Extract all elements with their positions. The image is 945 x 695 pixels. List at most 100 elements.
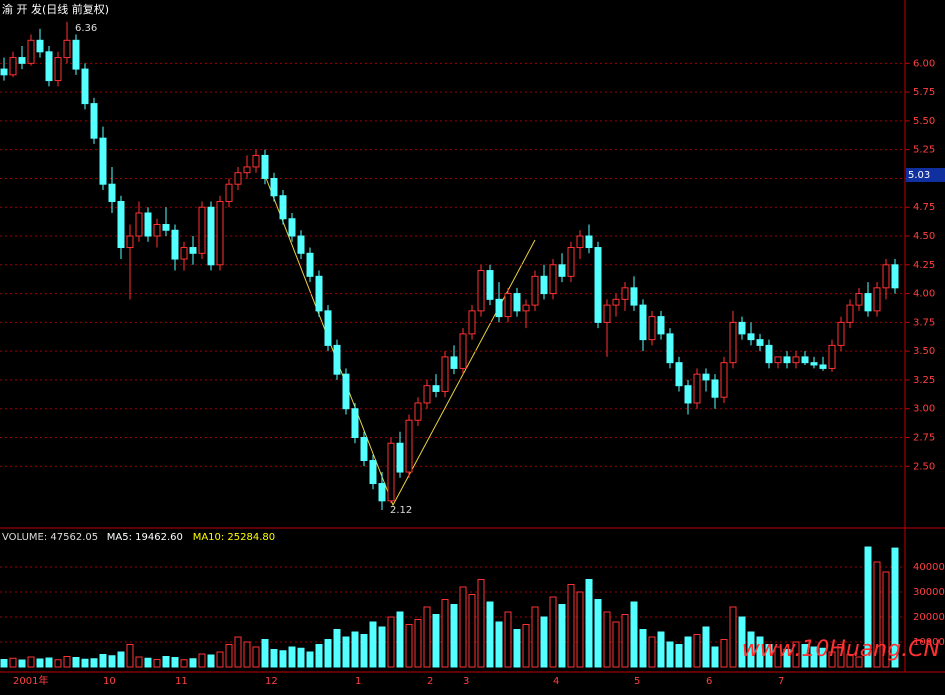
volume-bar: [738, 616, 746, 668]
volume-bar: [774, 646, 782, 668]
x-tick-label: 4: [553, 676, 559, 687]
candle-body: [792, 356, 800, 364]
candle-body: [675, 362, 683, 387]
candle-body: [126, 235, 134, 249]
candle-body: [693, 373, 701, 404]
volume-bar: [630, 601, 638, 668]
volume-bar: [765, 644, 773, 668]
candle-body: [819, 364, 827, 369]
volume-bar: [333, 629, 341, 668]
volume-bar: [378, 626, 386, 668]
candle-body: [828, 344, 836, 369]
candle-body: [378, 483, 386, 502]
candle-body: [288, 218, 296, 237]
volume-bar: [882, 571, 890, 668]
x-tick-label: 6: [706, 676, 712, 687]
volume-bar: [315, 644, 323, 668]
volume-bar: [801, 644, 809, 668]
volume-bar: [657, 631, 665, 668]
candle-body: [540, 275, 548, 295]
candle-body: [648, 316, 656, 341]
volume-bar: [792, 641, 800, 668]
volume-bar: [684, 636, 692, 668]
candle-body: [108, 183, 116, 202]
candle-body: [306, 252, 314, 277]
volume-bar: [351, 631, 359, 668]
volume-bar: [54, 659, 62, 668]
candle-body: [711, 379, 719, 398]
volume-bar: [837, 644, 845, 668]
volume-bar: [450, 604, 458, 668]
x-tick-label: 12: [265, 676, 278, 687]
candle-body: [234, 172, 242, 185]
candle-body: [774, 356, 782, 364]
volume-bar: [504, 611, 512, 668]
volume-bar: [297, 647, 305, 668]
watermark: www.10Huang.CN: [742, 637, 940, 662]
volume-bar: [567, 584, 575, 668]
y-tick-label: 4.00: [913, 289, 935, 300]
x-tick-label: 2: [427, 676, 433, 687]
volume-bar: [288, 646, 296, 668]
candle-body: [315, 275, 323, 312]
y-tick-label: 40000: [913, 562, 945, 573]
volume-bar: [171, 657, 179, 668]
volume-bar: [90, 658, 98, 668]
legend-entry: MA5: 19462.60: [107, 532, 183, 543]
candle-body: [117, 200, 125, 249]
candle-body: [522, 304, 530, 312]
volume-bar: [261, 639, 269, 668]
candle-body: [27, 39, 35, 64]
candle-body: [567, 247, 575, 277]
x-tick-label: 2001年: [13, 674, 48, 687]
candle-body: [531, 275, 539, 306]
candle-body: [18, 57, 26, 64]
candle-body: [594, 247, 602, 323]
candle-body: [72, 39, 80, 70]
y-tick-label: 5.50: [913, 116, 935, 127]
candle-body: [135, 212, 143, 237]
volume-bar: [189, 658, 197, 668]
candle-body: [639, 304, 647, 341]
volume-bar: [225, 644, 233, 668]
candle-body: [279, 195, 287, 220]
volume-bar: [486, 601, 494, 668]
candle-body: [45, 51, 53, 82]
candle-body: [720, 362, 728, 398]
y-tick-label: 30000: [913, 587, 945, 598]
candle-body: [837, 321, 845, 346]
volume-bar: [819, 647, 827, 668]
volume-bar: [576, 591, 584, 668]
candle-body: [684, 385, 692, 404]
volume-bar: [126, 644, 134, 668]
volume-bar: [531, 606, 539, 668]
candle-body: [558, 264, 566, 277]
volume-bar: [639, 629, 647, 668]
volume-bar: [756, 636, 764, 668]
volume-bar: [81, 658, 89, 668]
volume-bar: [675, 644, 683, 668]
candle-body: [477, 270, 485, 312]
volume-bar: [621, 614, 629, 668]
volume-bar: [144, 657, 152, 668]
candle-body: [504, 293, 512, 318]
candle-body: [54, 57, 62, 82]
y-tick-label: 10000: [913, 637, 945, 648]
candle-body: [63, 39, 71, 59]
volume-bar: [846, 654, 854, 668]
candle-body: [423, 385, 431, 404]
y-tick-label: 3.75: [913, 317, 935, 328]
volume-bar: [72, 657, 80, 668]
volume-bar: [207, 654, 215, 668]
candle-body: [855, 293, 863, 306]
volume-bar: [432, 614, 440, 668]
volume-bar: [243, 641, 251, 668]
volume-bar: [360, 634, 368, 668]
volume-bar: [9, 657, 17, 668]
candle-body: [387, 442, 395, 502]
volume-bar: [45, 657, 53, 668]
x-tick-label: 3: [463, 676, 469, 687]
candle-body: [495, 298, 503, 318]
candle-body: [810, 362, 818, 366]
volume-bar: [864, 546, 872, 668]
